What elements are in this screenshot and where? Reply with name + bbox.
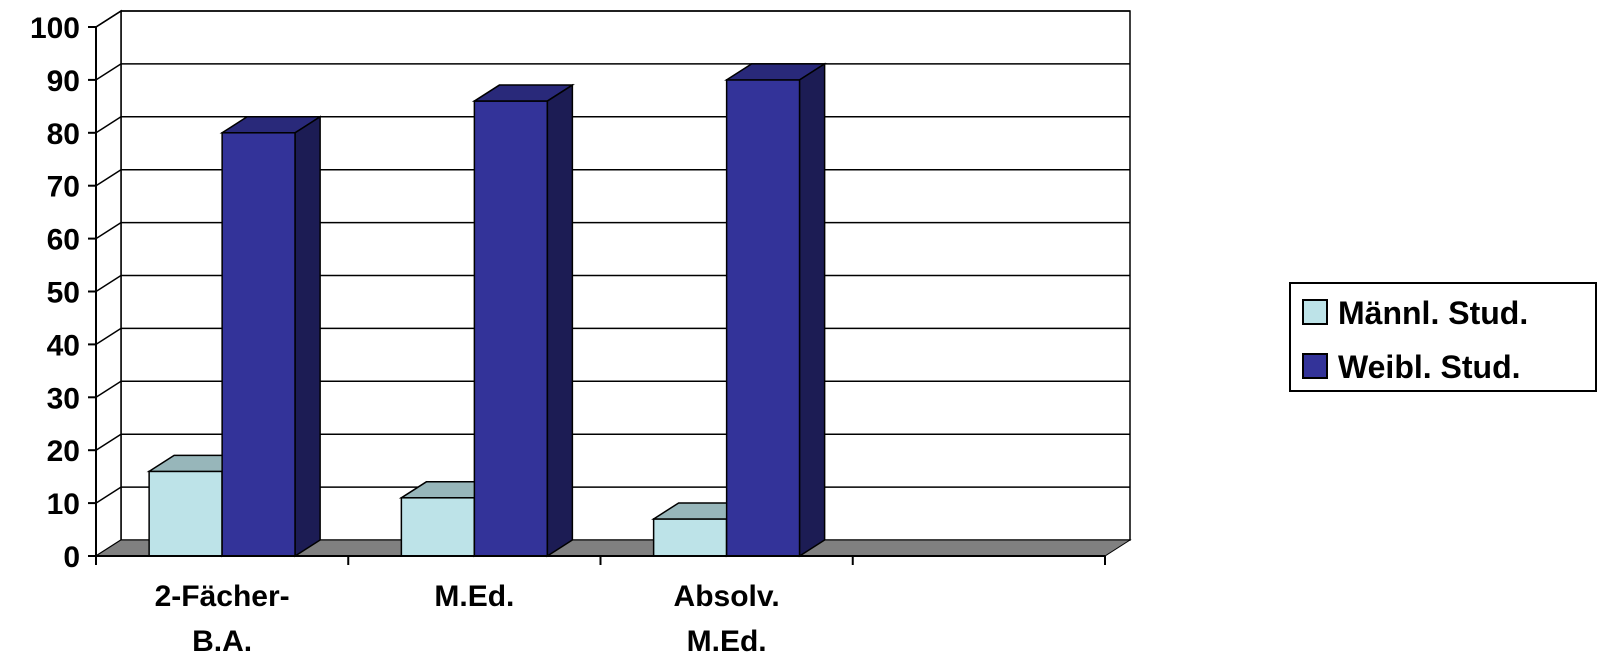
gridline-side [95,63,122,81]
category-label: M.Ed. [687,625,767,658]
legend-box [1289,282,1597,392]
legend-label-male: Männl. Stud. [1338,295,1528,331]
gridline-side [95,327,122,346]
bar-front [652,518,728,557]
y-axis: 0 10 20 30 40 50 60 70 80 90 100 [30,12,97,574]
category-label: M.Ed. [434,580,514,613]
y-tick-label: 80 [47,118,80,151]
gridline-side [95,486,122,504]
legend-swatch-female [1302,353,1328,379]
y-tick-label: 20 [47,435,80,468]
bar-female [471,83,575,558]
bar-female [724,62,828,558]
category-label: 2-Fächer- [155,580,290,613]
bar-female [219,115,323,558]
y-tick-label: 100 [30,12,80,45]
bar-side [798,62,826,558]
legend-item-female: Weibl. Stud. [1302,349,1521,385]
legend-swatch-male [1302,299,1328,325]
y-tick-label: 30 [47,382,80,415]
category-label: Absolv. [674,580,780,613]
x-axis: 2-Fächer- B.A. M.Ed. Absolv. M.Ed. [95,555,1106,658]
y-tick-label: 40 [47,329,80,362]
y-tick-label: 90 [47,65,80,98]
bar-front [473,100,549,557]
gridline-side [95,433,122,451]
bar-side [546,83,574,558]
bar-front [400,497,476,557]
gridline-side [95,10,122,28]
y-tick-label: 70 [47,171,80,204]
bar-front [148,470,223,557]
y-tick-label: 50 [47,277,80,310]
legend-item-male: Männl. Stud. [1302,295,1528,331]
y-tick-label: 0 [63,541,80,574]
legend: Männl. Stud. Weibl. Stud. [1289,282,1597,392]
y-tick-label: 60 [47,224,80,257]
gridline-side [95,221,122,240]
bar-front [725,79,801,557]
y-tick-label: 10 [47,488,80,521]
bar-side [294,115,321,558]
gridline-side [95,380,122,398]
gridline-side [95,116,122,134]
legend-label-female: Weibl. Stud. [1338,349,1521,385]
gridline-side [95,274,122,293]
gridline-side [95,169,122,187]
bars [146,62,828,558]
category-label: B.A. [192,625,252,658]
bar-front [221,132,296,557]
